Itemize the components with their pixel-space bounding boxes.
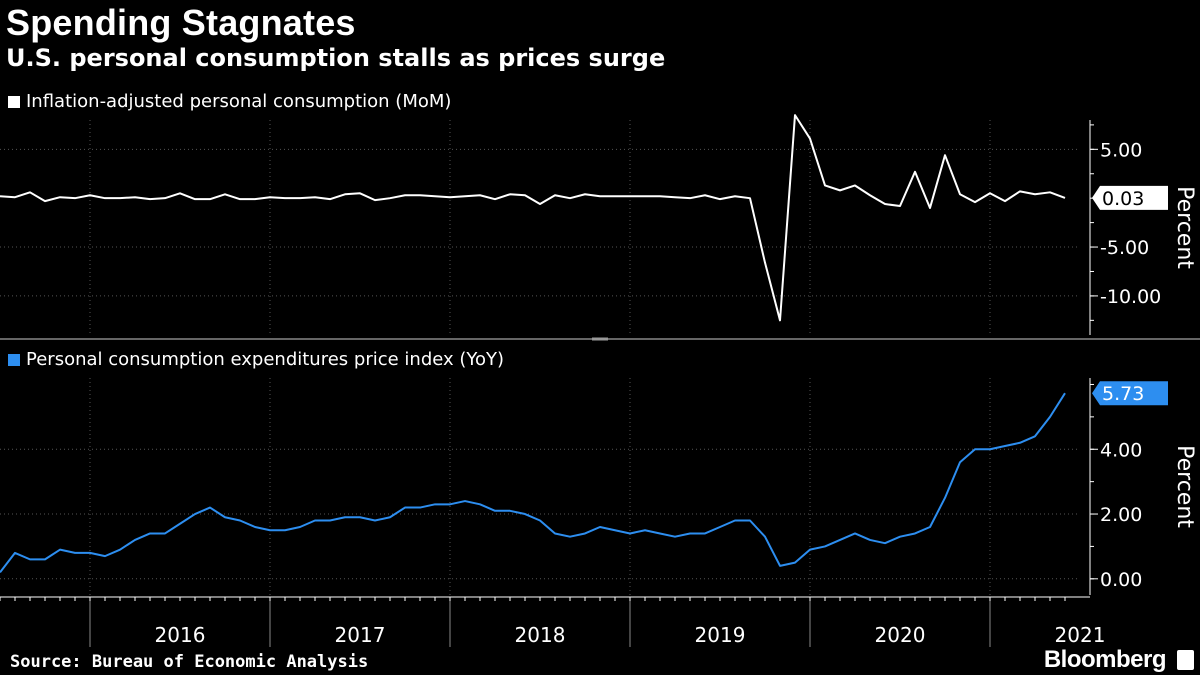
legend-top: Inflation-adjusted personal consumption … xyxy=(8,91,451,112)
x-tick-label: 2017 xyxy=(335,623,386,647)
series-line-consumption xyxy=(0,114,1066,322)
last-value-tag xyxy=(1092,185,1168,210)
x-tick-label: 2020 xyxy=(875,623,926,647)
y-tick-label: 0.00 xyxy=(1100,569,1142,591)
x-tick-label: 2021 xyxy=(1055,623,1106,647)
legend-bottom-label: Personal consumption expenditures price … xyxy=(26,349,505,370)
series-line-pce xyxy=(0,392,1066,573)
y-axis-label: Percent xyxy=(1172,186,1197,269)
last-value-tag xyxy=(1092,381,1168,406)
y-axis-label: Percent xyxy=(1172,445,1197,528)
bloomberg-logo: Bloomberg xyxy=(1043,646,1167,673)
x-tick-label: 2016 xyxy=(155,623,206,647)
y-tick-label: -5.00 xyxy=(1100,237,1149,259)
last-value-label: 0.03 xyxy=(1102,188,1144,210)
legend-bottom: Personal consumption expenditures price … xyxy=(8,349,504,370)
legend-top-swatch xyxy=(8,96,20,108)
y-tick-label: 2.00 xyxy=(1100,504,1142,526)
legend-bottom-swatch xyxy=(8,354,20,366)
x-tick-label: 2019 xyxy=(695,623,746,647)
chart-subtitle: U.S. personal consumption stalls as pric… xyxy=(6,44,666,72)
last-value-label: 5.73 xyxy=(1102,383,1144,405)
y-tick-label: 4.00 xyxy=(1100,439,1142,461)
chart-title: Spending Stagnates xyxy=(6,2,356,43)
y-tick-label: 5.00 xyxy=(1100,139,1142,161)
source-note: Source: Bureau of Economic Analysis xyxy=(10,652,369,672)
y-tick-label: -10.00 xyxy=(1100,286,1161,308)
bloomberg-logo-icon xyxy=(1177,650,1194,670)
x-tick-label: 2018 xyxy=(515,623,566,647)
legend-top-label: Inflation-adjusted personal consumption … xyxy=(26,91,452,112)
